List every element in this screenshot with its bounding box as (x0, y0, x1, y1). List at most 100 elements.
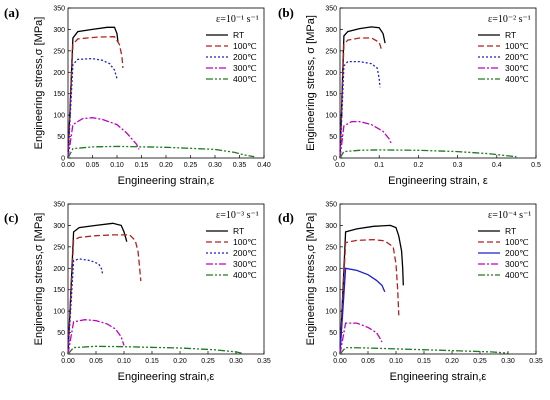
series-line-RT (67, 26, 119, 159)
series-line-200 (67, 57, 118, 159)
y-tick-label: 150 (53, 91, 65, 98)
legend-label-100: 100℃ (233, 237, 257, 247)
y-tick-label: 300 (325, 27, 337, 34)
legend-label-RT: RT (233, 226, 244, 236)
y-tick-label: 100 (325, 309, 337, 316)
y-tick-label: 200 (53, 266, 65, 273)
x-tick-label: 0.15 (145, 358, 159, 365)
series-line-300 (339, 322, 383, 355)
legend-label-200: 200℃ (505, 52, 529, 62)
chart-panel-1: (a) 0.00 0.05 0.10 0.15 0.20 0.25 0.30 0.35 0.40 0… (4, 5, 271, 187)
x-axis-title: Engineering strain,ε (118, 175, 215, 187)
legend-label-200: 200℃ (233, 248, 257, 258)
series-line-100 (67, 234, 142, 355)
series-line-200 (339, 267, 386, 355)
chart-panel-4: (d) 0.00 0.05 0.10 0.15 0.20 0.25 0.30 0.35 0 50 10… (278, 202, 543, 384)
y-tick-label: 150 (325, 91, 337, 98)
y-tick-label: 150 (325, 287, 337, 294)
series-line-100 (339, 238, 400, 355)
legend-label-400: 400℃ (505, 74, 529, 84)
y-tick-label: 250 (53, 48, 65, 55)
y-axis-title: Engineering stress,σ [MPa] (33, 213, 45, 346)
y-tick-label: 200 (325, 266, 337, 273)
x-tick-label: 0.10 (110, 162, 124, 169)
panel-letter: (a) (4, 5, 19, 20)
y-tick-label: 50 (57, 134, 65, 141)
y-tick-label: 350 (53, 202, 65, 209)
x-tick-label: 0.10 (389, 358, 403, 365)
series-line-RT (67, 222, 128, 355)
plot-frame (339, 203, 537, 355)
y-tick-label: 200 (53, 70, 65, 77)
legend-label-RT: RT (505, 30, 516, 40)
legend-label-100: 100℃ (233, 41, 257, 51)
x-tick-label: 0.30 (229, 358, 243, 365)
y-tick-label: 350 (53, 6, 65, 13)
legend-label-300: 300℃ (505, 63, 529, 73)
x-tick-label: 0.4 (492, 162, 502, 169)
y-tick-label: 0 (61, 156, 65, 163)
series-line-400 (339, 149, 517, 159)
strain-rate-label: ε=10⁻³ s⁻¹ (216, 210, 259, 221)
plot-frame (339, 7, 537, 159)
y-tick-label: 0 (333, 352, 337, 359)
y-tick-label: 300 (53, 27, 65, 34)
strain-rate-label: ε=10⁻² s⁻¹ (488, 14, 531, 25)
x-axis-title: Engineering strain,ε (390, 371, 487, 383)
x-tick-label: 0.20 (173, 358, 187, 365)
legend-label-300: 300℃ (505, 259, 529, 269)
y-tick-label: 100 (325, 113, 337, 120)
series-line-400 (67, 145, 255, 159)
legend-label-200: 200℃ (233, 52, 257, 62)
x-tick-label: 0.15 (417, 358, 431, 365)
y-tick-label: 350 (325, 202, 337, 209)
x-axis-title: Engineering strain, ε (388, 175, 488, 187)
x-axis-title: Engineering strain,ε (118, 371, 215, 383)
legend-label-RT: RT (233, 30, 244, 40)
series-line-100 (67, 36, 124, 159)
x-tick-label: 0.25 (184, 162, 198, 169)
y-tick-label: 250 (325, 48, 337, 55)
y-tick-label: 50 (329, 134, 337, 141)
strain-rate-label: ε=10⁻⁴ s⁻¹ (488, 210, 531, 221)
y-tick-label: 300 (325, 223, 337, 230)
y-tick-label: 50 (329, 330, 337, 337)
y-tick-label: 0 (333, 156, 337, 163)
series-line-100 (339, 37, 382, 159)
x-tick-label: 0.25 (473, 358, 487, 365)
legend-label-200: 200℃ (505, 248, 529, 258)
series-line-300 (67, 319, 125, 355)
x-tick-label: 0.10 (117, 358, 131, 365)
series-line-200 (67, 258, 104, 355)
panel-letter: (d) (278, 210, 294, 225)
series-line-400 (339, 346, 509, 355)
y-tick-label: 100 (53, 113, 65, 120)
y-tick-label: 150 (53, 287, 65, 294)
x-tick-label: 0.40 (257, 162, 271, 169)
series-line-300 (67, 117, 140, 159)
y-axis-title: Engineering stress,σ [MPa] (305, 213, 317, 346)
chart-panel-2: (b) 0.0 0.1 0.2 0.3 0.4 0.5 0 50 100 150 200 250 300 3… (278, 5, 541, 187)
x-tick-label: 0.00 (333, 358, 347, 365)
x-tick-label: 0.30 (208, 162, 222, 169)
y-axis-title: Engineering stress, σ [MPa] (305, 15, 317, 151)
chart-panel-3: (c) 0.00 0.05 0.10 0.15 0.20 0.25 0.30 0.35 0 50 10… (4, 202, 271, 384)
x-tick-label: 0.20 (159, 162, 173, 169)
x-tick-label: 0.2 (414, 162, 424, 169)
series-line-300 (339, 120, 392, 159)
y-tick-label: 350 (325, 6, 337, 13)
x-tick-label: 0.30 (501, 358, 515, 365)
x-tick-label: 0.0 (335, 162, 345, 169)
y-tick-label: 50 (57, 330, 65, 337)
x-tick-label: 0.20 (445, 358, 459, 365)
plot-frame (67, 203, 265, 355)
x-tick-label: 0.00 (61, 162, 75, 169)
legend-label-300: 300℃ (233, 63, 257, 73)
x-tick-label: 0.15 (135, 162, 149, 169)
series-line-200 (339, 60, 381, 159)
panel-letter: (c) (4, 210, 18, 225)
legend-label-400: 400℃ (233, 74, 257, 84)
x-tick-label: 0.1 (374, 162, 384, 169)
strain-rate-label: ε=10⁻¹ s⁻¹ (216, 14, 259, 25)
